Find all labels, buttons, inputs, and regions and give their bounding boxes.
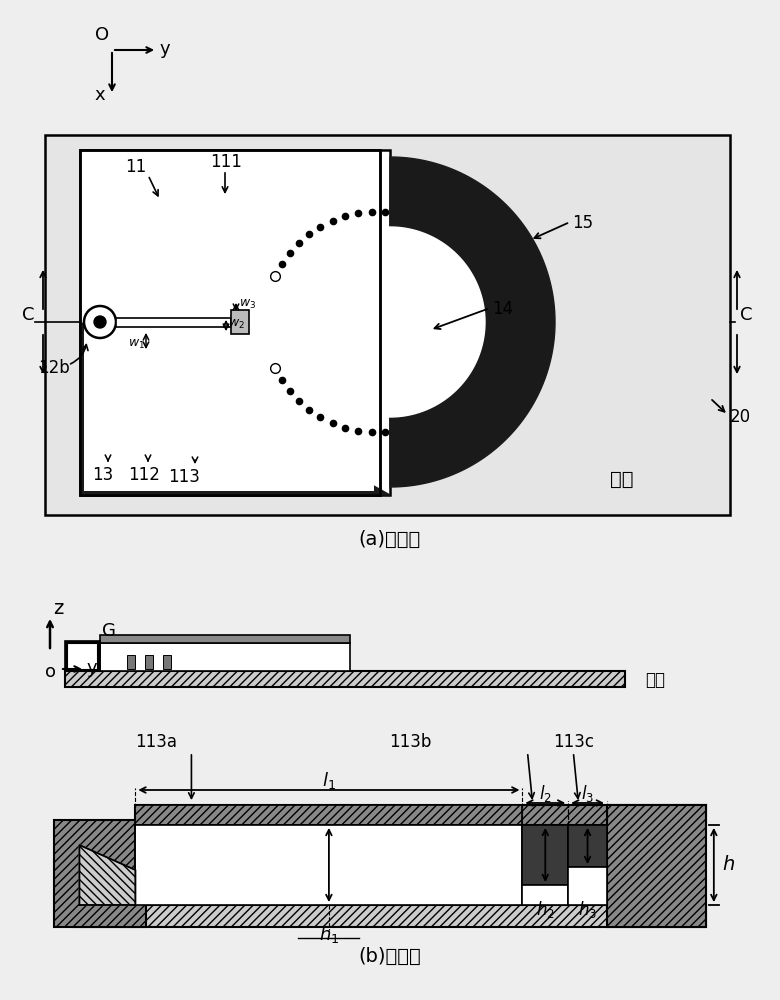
Text: o: o bbox=[45, 663, 56, 681]
Bar bbox=[231, 310, 249, 334]
Polygon shape bbox=[390, 157, 555, 487]
Bar bbox=[84, 326, 374, 491]
Text: 13: 13 bbox=[92, 466, 113, 484]
Text: 15: 15 bbox=[572, 214, 593, 232]
Bar bbox=[523, 825, 568, 885]
Text: x: x bbox=[94, 86, 105, 104]
Text: $h_3$: $h_3$ bbox=[578, 899, 597, 920]
Text: $l_1$: $l_1$ bbox=[322, 770, 336, 791]
Text: $h_1$: $h_1$ bbox=[319, 924, 339, 945]
Bar bbox=[80, 150, 380, 495]
Text: 12b: 12b bbox=[38, 359, 69, 377]
Text: O: O bbox=[95, 26, 109, 44]
Text: 20: 20 bbox=[730, 408, 751, 426]
Bar bbox=[145, 655, 153, 669]
Bar bbox=[136, 825, 523, 905]
Text: $h$: $h$ bbox=[722, 855, 735, 874]
Text: 地板: 地板 bbox=[645, 671, 665, 689]
Text: 113: 113 bbox=[168, 468, 200, 486]
Bar bbox=[100, 643, 350, 671]
Text: 11: 11 bbox=[125, 158, 147, 176]
Bar bbox=[136, 805, 523, 825]
Polygon shape bbox=[295, 227, 485, 417]
Polygon shape bbox=[80, 322, 390, 495]
Text: 113c: 113c bbox=[553, 733, 594, 751]
Bar bbox=[65, 641, 100, 671]
Text: 111: 111 bbox=[210, 153, 242, 171]
Bar bbox=[127, 655, 135, 669]
Bar bbox=[80, 150, 380, 495]
Text: (a)俦视图: (a)俦视图 bbox=[359, 530, 421, 549]
Text: y: y bbox=[160, 40, 171, 58]
Bar bbox=[67, 643, 97, 669]
Text: 112: 112 bbox=[128, 466, 160, 484]
Text: $l_2$: $l_2$ bbox=[539, 783, 551, 804]
Text: $w_3$: $w_3$ bbox=[239, 298, 256, 311]
Bar bbox=[54, 820, 146, 927]
Bar bbox=[568, 867, 607, 905]
Bar bbox=[74, 905, 706, 927]
Circle shape bbox=[84, 306, 116, 338]
Bar bbox=[523, 885, 568, 905]
Bar bbox=[80, 150, 390, 495]
Bar bbox=[100, 635, 350, 643]
Text: 14: 14 bbox=[492, 300, 513, 318]
Text: G: G bbox=[102, 622, 116, 640]
Text: 地板: 地板 bbox=[610, 470, 633, 489]
Text: C: C bbox=[740, 306, 753, 324]
Bar bbox=[116, 318, 231, 326]
Bar bbox=[136, 805, 706, 825]
Text: $w_2$: $w_2$ bbox=[228, 318, 245, 331]
Circle shape bbox=[94, 316, 106, 328]
Text: $l_3$: $l_3$ bbox=[581, 783, 594, 804]
Bar bbox=[45, 135, 730, 515]
Text: $w_1$: $w_1$ bbox=[128, 338, 145, 351]
Text: 113a: 113a bbox=[135, 733, 177, 751]
Bar bbox=[163, 655, 171, 669]
Text: (b)剑视图: (b)剑视图 bbox=[359, 947, 421, 966]
Bar bbox=[65, 671, 625, 687]
Text: 113b: 113b bbox=[389, 733, 431, 751]
Bar bbox=[568, 825, 607, 867]
Text: $h_2$: $h_2$ bbox=[536, 899, 555, 920]
Text: C: C bbox=[22, 306, 34, 324]
Bar bbox=[607, 805, 706, 927]
Text: z: z bbox=[53, 599, 63, 618]
Polygon shape bbox=[80, 845, 136, 905]
Polygon shape bbox=[80, 845, 136, 905]
Text: y: y bbox=[87, 659, 98, 677]
Bar bbox=[80, 150, 380, 495]
